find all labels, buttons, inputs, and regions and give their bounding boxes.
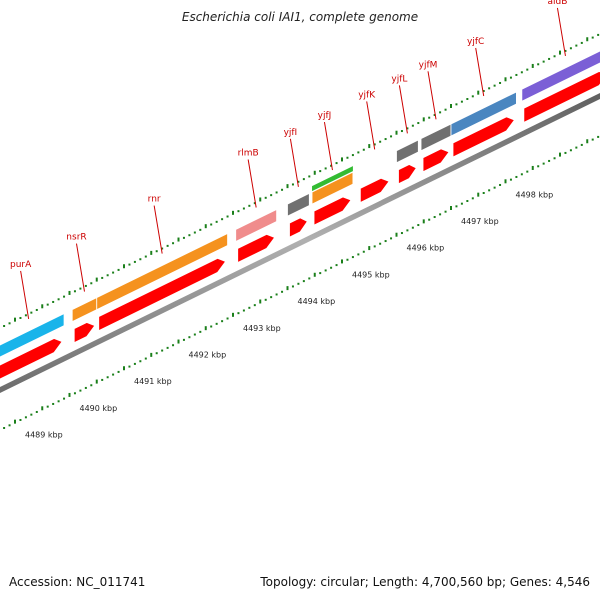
gene-nsrR[interactable]: [71, 296, 98, 323]
scale-label: 4498 kbp: [516, 190, 554, 199]
leader-yjfC: [475, 47, 485, 97]
gene-label-yjfM: yjfM: [419, 60, 438, 70]
genome-summary: Topology: circular; Length: 4,700,560 bp…: [260, 575, 590, 589]
leader-rnr: [153, 205, 163, 254]
cds-rnr[interactable]: [98, 257, 227, 332]
scale-label: 4493 kbp: [243, 324, 281, 333]
map-title: Escherichia coli IAI1, complete genome: [181, 10, 419, 24]
gene-label-yjfK: yjfK: [358, 90, 376, 100]
cds-yjfI[interactable]: [289, 217, 308, 238]
genome-backbone: [0, 92, 600, 393]
cds-purA[interactable]: [0, 338, 63, 382]
gene-yjfJ[interactable]: [311, 171, 354, 205]
gene-label-rnr: rnr: [148, 195, 161, 205]
scale-label: 4497 kbp: [461, 217, 499, 226]
cds-yjfK[interactable]: [359, 177, 390, 204]
gene-rlmB[interactable]: [235, 208, 278, 243]
leader-yjfI: [289, 138, 299, 187]
scale-label: 4495 kbp: [352, 270, 390, 279]
scale-label: 4494 kbp: [298, 297, 336, 306]
gene-aidB[interactable]: [521, 47, 600, 102]
cds-yjfM[interactable]: [422, 148, 450, 173]
gene-label-yjfL: yjfL: [391, 74, 407, 84]
leader-yjfK: [366, 101, 376, 150]
leader-nsrR: [75, 243, 85, 292]
gene-yjfL[interactable]: [396, 139, 419, 164]
gene-yjfI[interactable]: [287, 192, 310, 217]
gene-rnr[interactable]: [96, 232, 228, 311]
scale-label: 4489 kbp: [25, 431, 63, 440]
cds-nsrR[interactable]: [73, 322, 96, 344]
scale-label: 4496 kbp: [407, 244, 445, 253]
gene-purA[interactable]: [0, 312, 65, 361]
cds-aidB[interactable]: [523, 71, 600, 123]
gene-label-purA: purA: [10, 260, 32, 270]
cds-yjfL[interactable]: [398, 164, 417, 185]
leader-aidB: [556, 7, 566, 57]
scale-label: 4491 kbp: [134, 377, 172, 386]
gene-label-rlmB: rlmB: [238, 148, 259, 158]
gene-yjfM[interactable]: [420, 123, 452, 152]
cds-rlmB[interactable]: [237, 233, 276, 264]
leader-yjfJ: [323, 122, 333, 171]
gene-yjfC[interactable]: [450, 91, 517, 137]
gene-label-yjfC: yjfC: [467, 37, 484, 47]
gene-yjfJ-overlay: [312, 166, 353, 192]
gene-label-aidB: aidB: [547, 0, 567, 7]
gene-label-yjfI: yjfI: [284, 128, 298, 138]
leader-purA: [20, 270, 30, 320]
accession-label: Accession: NC_011741: [9, 575, 146, 589]
scale-label: 4492 kbp: [189, 351, 227, 360]
leader-yjfL: [398, 85, 408, 134]
gene-label-nsrR: nsrR: [66, 233, 86, 243]
leader-yjfM: [427, 71, 437, 120]
leader-rlmB: [247, 159, 257, 208]
gene-label-yjfJ: yjfJ: [318, 111, 332, 121]
cds-yjfJ[interactable]: [313, 196, 352, 226]
cds-yjfC[interactable]: [452, 116, 516, 158]
scale-label: 4490 kbp: [80, 404, 118, 413]
